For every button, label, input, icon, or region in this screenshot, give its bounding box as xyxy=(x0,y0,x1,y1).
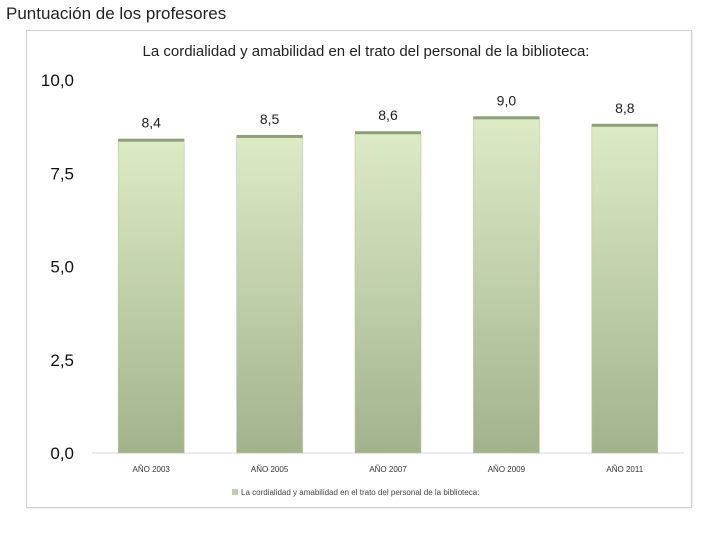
y-tick-label: 2,5 xyxy=(50,351,74,370)
data-label: 8,5 xyxy=(260,111,280,127)
bar xyxy=(591,124,659,454)
bar-cap xyxy=(236,134,303,138)
page-heading: Puntuación de los profesores xyxy=(6,4,227,23)
x-tick-label: AÑO 2003 xyxy=(133,465,171,474)
bar-cap xyxy=(118,138,185,142)
bar-cap xyxy=(355,131,421,135)
legend-label: La cordialidad y amabilidad en el trato … xyxy=(241,488,479,497)
legend: La cordialidad y amabilidad en el trato … xyxy=(232,488,479,497)
data-label: 9,0 xyxy=(497,92,517,108)
x-tick-label: AÑO 2011 xyxy=(606,465,643,474)
data-label: 8,6 xyxy=(378,107,398,123)
y-tick-label: 7,5 xyxy=(50,164,74,183)
y-tick-label: 10,0 xyxy=(41,71,74,90)
x-tick-label: AÑO 2005 xyxy=(251,465,289,474)
bar xyxy=(117,139,185,454)
bar-cap xyxy=(473,116,540,120)
x-tick-label: AÑO 2007 xyxy=(369,465,407,474)
legend-swatch xyxy=(232,489,238,495)
bar xyxy=(354,131,422,454)
data-label: 8,4 xyxy=(141,115,161,131)
x-tick-label: AÑO 2009 xyxy=(488,465,526,474)
y-tick-label: 0,0 xyxy=(50,444,74,463)
data-label: 8,8 xyxy=(615,100,635,116)
bar-cap xyxy=(591,123,658,127)
y-tick-label: 5,0 xyxy=(50,258,74,277)
chart-title: La cordialidad y amabilidad en el trato … xyxy=(143,43,590,60)
bar xyxy=(473,117,540,454)
bar xyxy=(236,135,303,454)
